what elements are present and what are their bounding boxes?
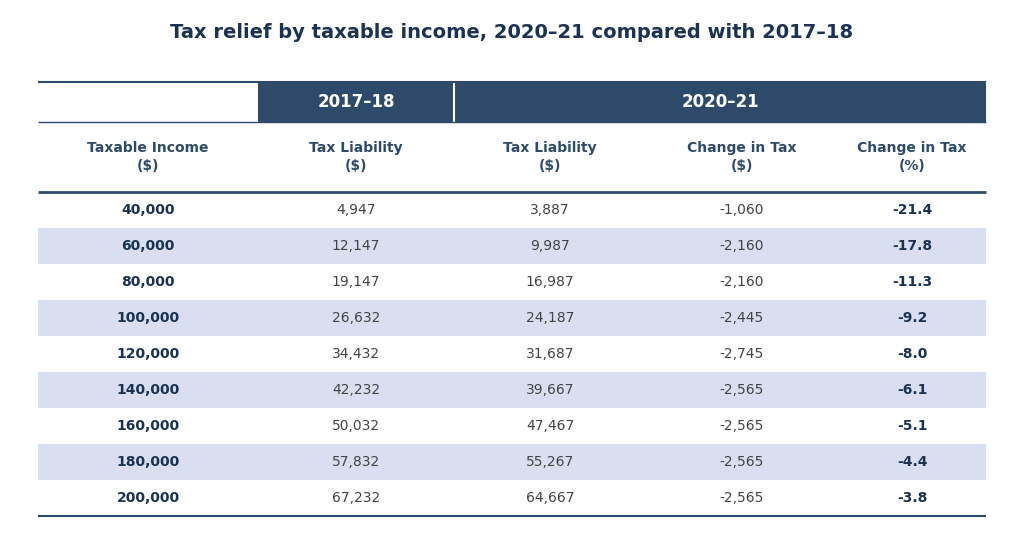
- Text: 50,032: 50,032: [332, 419, 380, 433]
- Text: 64,667: 64,667: [525, 491, 574, 505]
- Text: -2,565: -2,565: [720, 383, 764, 397]
- Bar: [38, 192, 986, 228]
- Text: 47,467: 47,467: [526, 419, 574, 433]
- Bar: [38, 264, 986, 300]
- Text: 42,232: 42,232: [332, 383, 380, 397]
- Bar: [258, 82, 454, 122]
- Text: 12,147: 12,147: [332, 239, 380, 253]
- Text: 100,000: 100,000: [117, 311, 179, 325]
- Text: 160,000: 160,000: [117, 419, 179, 433]
- Text: 67,232: 67,232: [332, 491, 380, 505]
- Bar: [38, 372, 986, 408]
- Text: 26,632: 26,632: [332, 311, 380, 325]
- Text: 19,147: 19,147: [332, 275, 380, 289]
- Text: -21.4: -21.4: [892, 203, 932, 217]
- Text: -8.0: -8.0: [897, 347, 927, 361]
- Text: -11.3: -11.3: [892, 275, 932, 289]
- Text: 55,267: 55,267: [526, 455, 574, 469]
- Text: -6.1: -6.1: [897, 383, 927, 397]
- Text: Tax relief by taxable income, 2020–21 compared with 2017–18: Tax relief by taxable income, 2020–21 co…: [170, 23, 854, 41]
- Text: -2,565: -2,565: [720, 419, 764, 433]
- Text: -4.4: -4.4: [897, 455, 928, 469]
- Text: 39,667: 39,667: [525, 383, 574, 397]
- Text: 40,000: 40,000: [121, 203, 175, 217]
- Text: -17.8: -17.8: [892, 239, 932, 253]
- Text: -5.1: -5.1: [897, 419, 928, 433]
- Text: 9,987: 9,987: [530, 239, 570, 253]
- Text: 140,000: 140,000: [117, 383, 179, 397]
- Text: 4,947: 4,947: [336, 203, 376, 217]
- Text: Tax Liability
($): Tax Liability ($): [503, 141, 597, 173]
- Bar: [38, 408, 986, 444]
- Bar: [38, 444, 986, 480]
- Text: -2,565: -2,565: [720, 455, 764, 469]
- Text: 24,187: 24,187: [525, 311, 574, 325]
- Text: -9.2: -9.2: [897, 311, 927, 325]
- Text: 2020–21: 2020–21: [681, 93, 759, 111]
- Bar: [38, 300, 986, 336]
- Text: -3.8: -3.8: [897, 491, 927, 505]
- Text: -2,160: -2,160: [720, 239, 764, 253]
- Bar: [38, 480, 986, 516]
- Text: 200,000: 200,000: [117, 491, 179, 505]
- Text: Change in Tax
($): Change in Tax ($): [687, 141, 797, 173]
- Text: 3,887: 3,887: [530, 203, 569, 217]
- Bar: [38, 336, 986, 372]
- Text: 31,687: 31,687: [525, 347, 574, 361]
- Text: -1,060: -1,060: [720, 203, 764, 217]
- Text: 16,987: 16,987: [525, 275, 574, 289]
- Text: -2,565: -2,565: [720, 491, 764, 505]
- Text: 57,832: 57,832: [332, 455, 380, 469]
- Text: 80,000: 80,000: [121, 275, 175, 289]
- Text: -2,160: -2,160: [720, 275, 764, 289]
- Bar: [38, 228, 986, 264]
- Text: Taxable Income
($): Taxable Income ($): [87, 141, 209, 173]
- Text: Change in Tax
(%): Change in Tax (%): [857, 141, 967, 173]
- Text: 60,000: 60,000: [121, 239, 175, 253]
- Text: 34,432: 34,432: [332, 347, 380, 361]
- Text: 180,000: 180,000: [117, 455, 179, 469]
- Text: -2,445: -2,445: [720, 311, 764, 325]
- Text: 120,000: 120,000: [117, 347, 179, 361]
- Text: 2017–18: 2017–18: [317, 93, 394, 111]
- Bar: [454, 82, 986, 122]
- Text: -2,745: -2,745: [720, 347, 764, 361]
- Text: Tax Liability
($): Tax Liability ($): [309, 141, 402, 173]
